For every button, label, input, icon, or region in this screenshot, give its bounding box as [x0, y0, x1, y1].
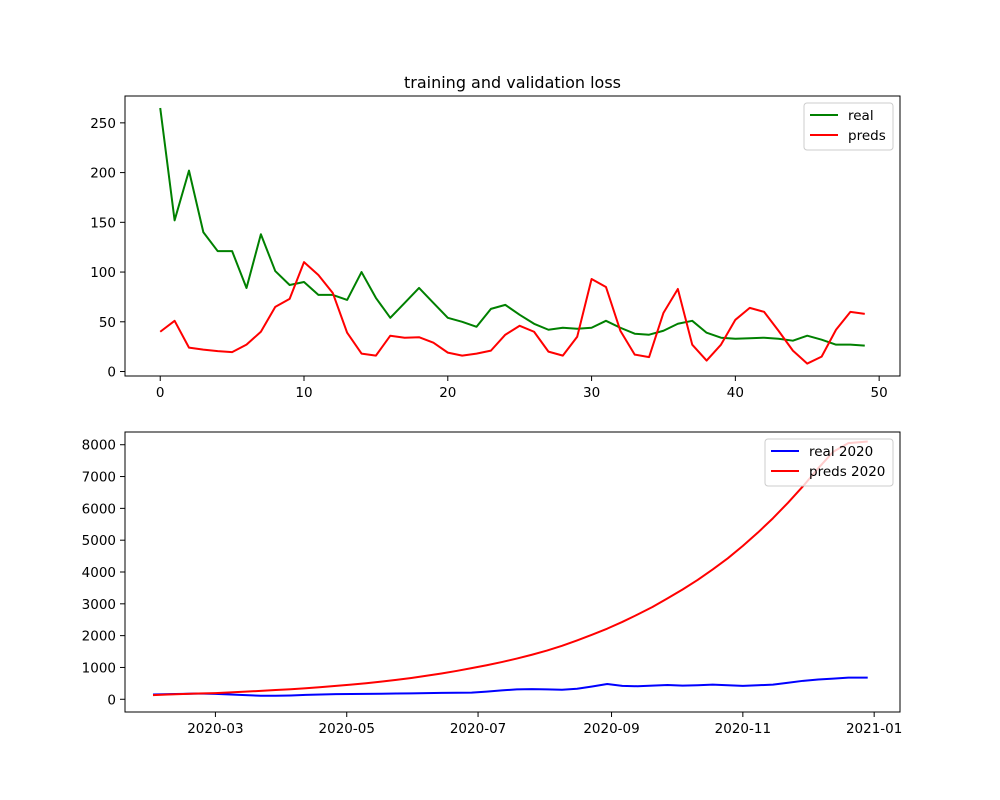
x-tick-label: 20: [439, 385, 456, 401]
y-tick-label: 2000: [82, 629, 116, 645]
y-tick-label: 4000: [82, 565, 116, 581]
y-tick-label: 8000: [82, 438, 116, 454]
x-tick-label: 30: [583, 385, 600, 401]
forecast-2020-chart: 2020-03 2020-05 2020-07 2020-09 2020-11 2021-…: [82, 431, 902, 737]
y-tick-label: 7000: [82, 470, 116, 486]
loss-chart-y-axis: 0 50 100 150 200 250: [90, 116, 125, 381]
x-tick-label: 2020-11: [715, 721, 771, 737]
y-tick-label: 150: [90, 215, 116, 231]
x-tick-label: 2020-07: [450, 721, 506, 737]
legend-label-preds: preds: [848, 128, 886, 144]
y-tick-label: 0: [107, 692, 116, 708]
loss-chart-x-axis: 0 10 20 30 40 50: [156, 376, 888, 401]
y-tick-label: 200: [90, 166, 116, 182]
y-tick-label: 0: [107, 365, 116, 381]
legend-label-real-2020: real 2020: [809, 444, 873, 460]
y-tick-label: 3000: [82, 597, 116, 613]
forecast-2020-chart-y-axis: 0 1000 2000 3000 4000 5000 6000 7000 8000: [82, 438, 125, 708]
chart-title: training and validation loss: [404, 73, 621, 92]
x-tick-label: 50: [871, 385, 888, 401]
y-tick-label: 100: [90, 265, 116, 281]
series-line-real: [159, 107, 865, 347]
loss-chart-frame: [124, 95, 901, 377]
x-tick-label: 2021-01: [846, 721, 902, 737]
x-tick-label: 40: [727, 385, 744, 401]
x-tick-label: 10: [295, 385, 312, 401]
loss-chart: training and validation loss 0 10 20 30 40 50…: [90, 73, 901, 401]
y-tick-label: 5000: [82, 533, 116, 549]
y-tick-label: 50: [99, 315, 116, 331]
forecast-2020-chart-x-axis: 2020-03 2020-05 2020-07 2020-09 2020-11 2021-…: [187, 712, 902, 737]
y-tick-label: 6000: [82, 501, 116, 517]
legend-label-real: real: [848, 108, 874, 124]
legend-label-preds-2020: preds 2020: [809, 464, 885, 480]
x-tick-label: 2020-05: [319, 721, 375, 737]
series-line-preds-2020: [152, 440, 868, 697]
y-tick-label: 250: [90, 116, 116, 132]
forecast-2020-chart-legend: real 2020 preds 2020: [764, 438, 894, 487]
series-line-real-2020: [152, 676, 868, 697]
x-tick-label: 2020-09: [583, 721, 639, 737]
x-tick-label: 0: [156, 385, 165, 401]
x-tick-label: 2020-03: [187, 721, 243, 737]
y-tick-label: 1000: [82, 660, 116, 676]
forecast-2020-chart-lines: [152, 440, 868, 697]
loss-chart-lines: [159, 107, 865, 365]
series-line-preds: [159, 261, 865, 365]
loss-chart-legend: real preds: [803, 102, 894, 151]
